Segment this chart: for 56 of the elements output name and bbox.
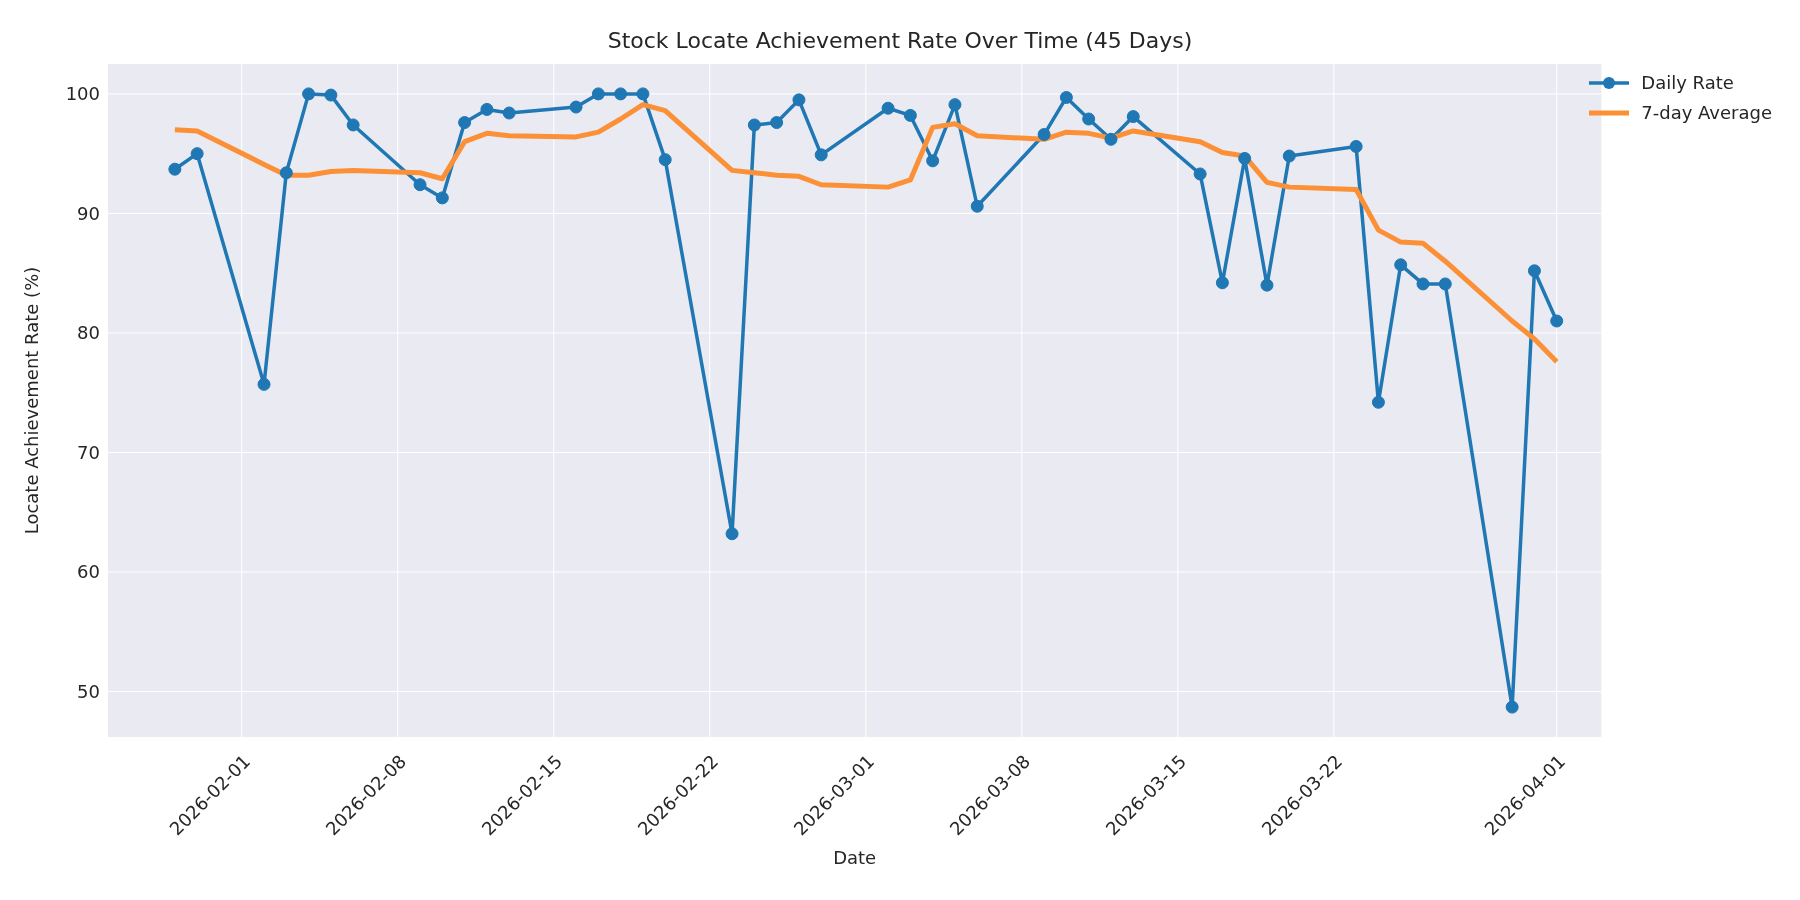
point — [970, 199, 984, 213]
point — [903, 108, 917, 122]
point — [747, 118, 761, 132]
y-axis-title: Locate Achievement Rate (%) — [21, 266, 43, 535]
point — [1371, 395, 1385, 409]
point — [1550, 314, 1564, 328]
chart-title: Stock Locate Achievement Rate Over Time (45 Days) — [606, 28, 1194, 53]
point — [1260, 278, 1274, 292]
point — [1438, 277, 1452, 291]
point — [413, 178, 427, 192]
point — [302, 87, 316, 101]
point — [1104, 132, 1118, 146]
point — [1126, 110, 1140, 124]
point — [190, 147, 204, 161]
point — [324, 88, 338, 102]
point — [1282, 149, 1296, 163]
point — [569, 100, 583, 114]
point — [1505, 700, 1519, 714]
point — [881, 101, 895, 115]
point — [1037, 128, 1051, 142]
point — [1238, 151, 1252, 165]
point — [725, 527, 739, 541]
y-tick-label: 80 — [77, 322, 100, 344]
point — [1527, 264, 1541, 278]
point — [948, 98, 962, 112]
point — [591, 87, 605, 101]
point — [1349, 139, 1363, 153]
point — [1082, 112, 1096, 126]
point — [168, 162, 182, 176]
point — [502, 106, 516, 120]
point — [770, 116, 784, 130]
y-tick-label: 90 — [77, 202, 100, 224]
legend-label: Daily Rate — [1641, 71, 1734, 95]
point — [1193, 167, 1207, 181]
point — [257, 377, 271, 391]
point — [926, 154, 940, 168]
y-tick-label: 60 — [77, 561, 100, 583]
point — [1416, 277, 1430, 291]
x-axis-title: Date — [833, 847, 877, 868]
point — [1059, 90, 1073, 104]
y-tick-label: 70 — [77, 441, 100, 463]
y-tick-label: 100 — [65, 83, 100, 105]
point — [658, 153, 672, 167]
point — [346, 118, 360, 132]
y-tick-label: 50 — [77, 680, 100, 702]
point — [814, 148, 828, 162]
point — [614, 87, 628, 101]
point — [435, 191, 449, 205]
point — [1394, 258, 1408, 272]
point — [636, 87, 650, 101]
point — [279, 166, 293, 180]
point — [1215, 276, 1229, 290]
point — [458, 116, 472, 130]
point — [480, 102, 494, 116]
point — [792, 93, 806, 107]
legend-label: 7-day Average — [1641, 101, 1772, 125]
